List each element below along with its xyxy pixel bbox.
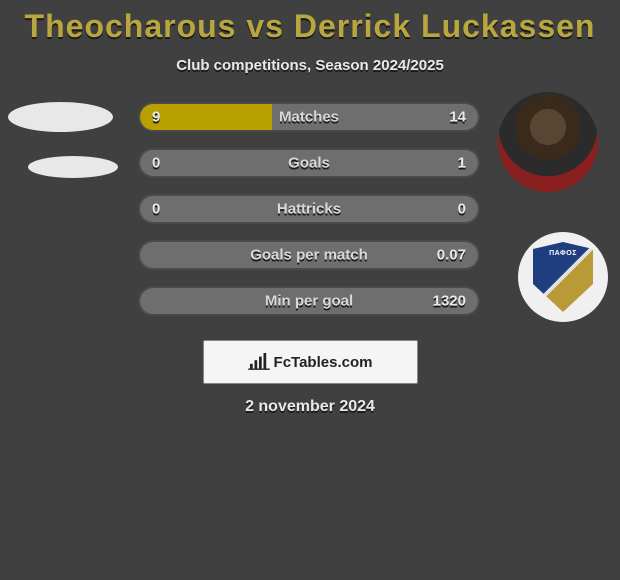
comparison-card: Theocharous vs Derrick Luckassen Club co… — [0, 0, 620, 416]
subtitle: Club competitions, Season 2024/2025 — [0, 57, 620, 74]
date-label: 2 november 2024 — [0, 398, 620, 416]
stat-row: 9Matches14 — [138, 102, 480, 132]
player-left-avatar — [8, 102, 118, 178]
club-badge: ΠΑΦΟΣ — [518, 232, 608, 322]
brand-footer[interactable]: FcTables.com — [203, 340, 418, 384]
avatar-placeholder-icon — [28, 156, 118, 178]
bar-chart-icon — [248, 353, 270, 371]
player-right-avatar — [498, 92, 598, 192]
shield-icon: ΠΑΦΟΣ — [533, 242, 593, 312]
avatar-placeholder-icon — [8, 102, 113, 132]
stat-row: Goals per match0.07 — [138, 240, 480, 270]
badge-text: ΠΑΦΟΣ — [533, 250, 593, 257]
page-title: Theocharous vs Derrick Luckassen — [0, 8, 620, 45]
stat-row: 0Hattricks0 — [138, 194, 480, 224]
stat-row: 0Goals1 — [138, 148, 480, 178]
brand-text: FcTables.com — [274, 354, 373, 371]
stat-row: Min per goal1320 — [138, 286, 480, 316]
stats-area: ΠΑΦΟΣ 9Matches14 0Goals1 0Hattricks0 Goals … — [0, 102, 620, 332]
stat-bars: 9Matches14 0Goals1 0Hattricks0 Goals per ma… — [138, 102, 480, 332]
